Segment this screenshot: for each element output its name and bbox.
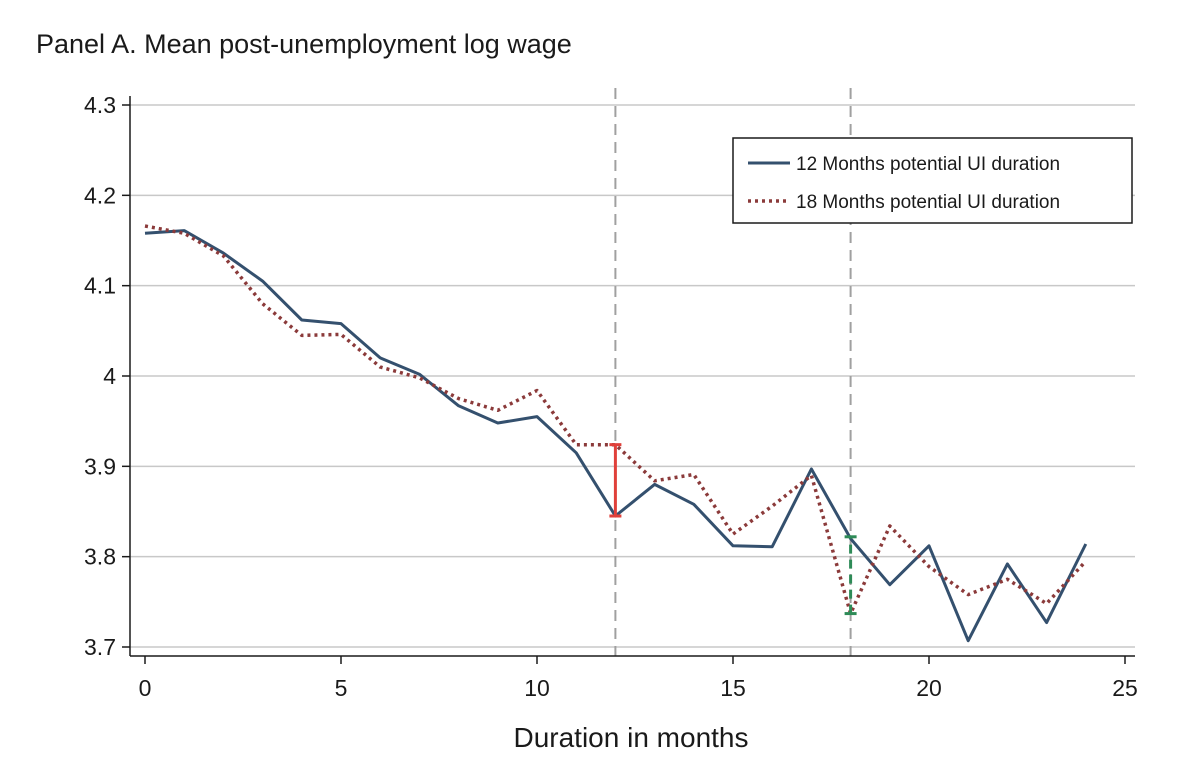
x-axis-label: Duration in months bbox=[513, 722, 748, 753]
axes: 3.7 3.8 3.9 4 4.1 4.2 4.3 0 5 10 15 20 25 bbox=[84, 92, 1138, 701]
x-tick-label: 0 bbox=[139, 675, 152, 701]
legend-label-12-months: 12 Months potential UI duration bbox=[796, 154, 1060, 175]
series-line-18-months bbox=[144, 224, 1088, 616]
y-tick-label: 4.1 bbox=[84, 273, 116, 299]
y-tick-label: 3.8 bbox=[84, 544, 116, 570]
y-tick-label: 4.2 bbox=[84, 182, 116, 208]
y-tick-label: 4 bbox=[103, 363, 116, 389]
x-tick-label: 5 bbox=[335, 675, 348, 701]
x-tick-label: 25 bbox=[1112, 675, 1138, 701]
x-tick-label: 20 bbox=[916, 675, 942, 701]
chart-title: Panel A. Mean post-unemployment log wage bbox=[36, 29, 572, 59]
annotation-layer bbox=[609, 443, 857, 616]
grid-layer bbox=[130, 104, 1135, 648]
legend-label-18-months: 18 Months potential UI duration bbox=[796, 192, 1060, 213]
y-tick-label: 3.7 bbox=[84, 634, 116, 660]
x-tick-label: 10 bbox=[524, 675, 550, 701]
legend: 12 Months potential UI duration 18 Month… bbox=[732, 137, 1133, 224]
y-tick-label: 3.9 bbox=[84, 453, 116, 479]
legend-box bbox=[732, 137, 1133, 224]
x-tick-label: 15 bbox=[720, 675, 746, 701]
y-tick-label: 4.3 bbox=[84, 92, 116, 118]
